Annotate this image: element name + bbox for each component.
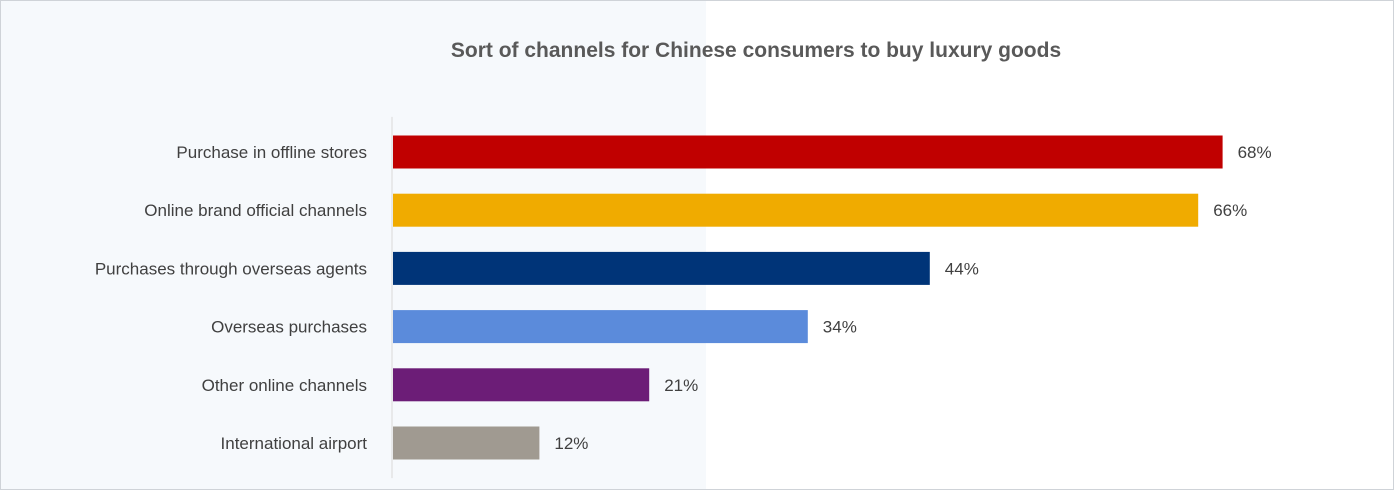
background-panel xyxy=(1,1,706,489)
data-label: 44% xyxy=(945,259,979,278)
data-label: 21% xyxy=(664,376,698,395)
chart-title: Sort of channels for Chinese consumers t… xyxy=(450,39,1062,62)
category-label: Purchases through overseas agents xyxy=(95,259,367,278)
category-label: Other online channels xyxy=(202,376,367,395)
category-label: International airport xyxy=(221,434,368,453)
data-label: 68% xyxy=(1238,143,1272,162)
bar xyxy=(393,193,1199,227)
data-label: 34% xyxy=(823,318,857,337)
bar xyxy=(393,368,650,402)
category-label: Online brand official channels xyxy=(144,201,367,220)
category-label: Overseas purchases xyxy=(211,318,367,337)
data-label: 12% xyxy=(554,434,588,453)
bar xyxy=(393,310,808,344)
bar xyxy=(393,135,1223,169)
bar xyxy=(393,251,930,285)
category-label: Purchase in offline stores xyxy=(176,143,367,162)
bar xyxy=(393,426,540,460)
data-label: 66% xyxy=(1213,201,1247,220)
